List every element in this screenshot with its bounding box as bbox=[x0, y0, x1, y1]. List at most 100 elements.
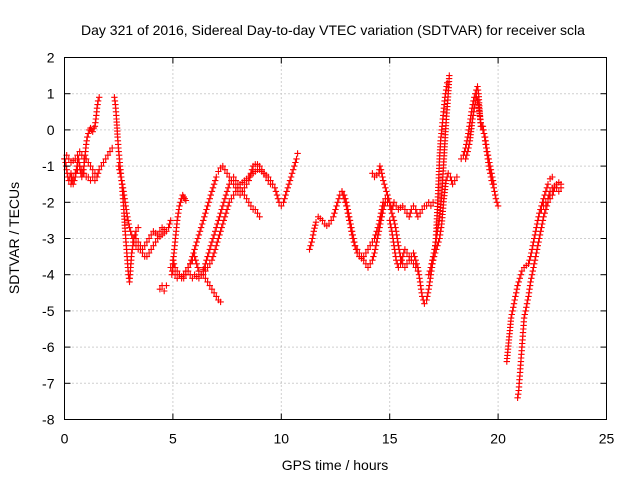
data-point bbox=[230, 173, 237, 181]
data-point bbox=[290, 166, 297, 173]
data-point bbox=[118, 177, 125, 184]
data-point bbox=[520, 314, 528, 322]
data-point bbox=[241, 191, 248, 199]
data-point bbox=[194, 235, 201, 242]
data-point bbox=[106, 148, 114, 155]
data-point bbox=[325, 220, 333, 228]
data-point bbox=[426, 278, 433, 286]
data-point bbox=[267, 177, 274, 184]
data-point bbox=[426, 267, 433, 275]
data-point bbox=[334, 199, 341, 206]
data-point bbox=[349, 235, 356, 242]
data-point bbox=[393, 202, 400, 210]
data-point bbox=[386, 217, 393, 224]
data-point bbox=[376, 224, 383, 231]
data-point bbox=[171, 264, 179, 271]
data-point bbox=[232, 177, 239, 184]
data-point bbox=[288, 170, 296, 177]
data-point bbox=[139, 246, 146, 253]
data-point bbox=[286, 177, 294, 184]
data-point bbox=[377, 217, 385, 224]
data-point bbox=[156, 286, 164, 293]
data-point bbox=[230, 191, 237, 199]
data-point bbox=[217, 228, 224, 235]
data-point bbox=[218, 224, 225, 231]
data-point bbox=[527, 278, 534, 286]
ticks-layer: 0 5 10 15 20 25 -8 -7 -6 -5 -4 -3 -2 -1 0 1 2 bbox=[42, 50, 614, 447]
y-tick-label: -6 bbox=[42, 339, 55, 355]
data-point bbox=[152, 238, 159, 246]
data-point bbox=[143, 253, 151, 260]
data-point bbox=[228, 195, 235, 202]
data-point bbox=[488, 170, 495, 177]
data-point bbox=[306, 246, 313, 253]
data-point bbox=[206, 246, 213, 253]
data-point bbox=[343, 206, 351, 213]
data-point bbox=[536, 235, 543, 242]
data-point bbox=[377, 166, 385, 173]
data-point bbox=[444, 79, 451, 86]
data-point bbox=[406, 213, 413, 220]
data-point bbox=[70, 173, 77, 181]
data-point bbox=[126, 224, 133, 231]
grid-layer bbox=[64, 57, 607, 420]
chart-title: Day 321 of 2016, Sidereal Day-to-day VTE… bbox=[81, 22, 585, 38]
data-point bbox=[178, 275, 185, 282]
data-point bbox=[182, 267, 190, 275]
data-point bbox=[390, 242, 398, 249]
data-point bbox=[537, 228, 544, 235]
data-point bbox=[87, 162, 94, 170]
data-point bbox=[381, 202, 388, 210]
data-point bbox=[367, 260, 374, 267]
data-point bbox=[522, 307, 529, 315]
data-point bbox=[513, 289, 520, 296]
data-point bbox=[120, 191, 128, 199]
data-point bbox=[534, 242, 541, 249]
data-point bbox=[492, 195, 500, 202]
data-point bbox=[85, 159, 92, 166]
data-point bbox=[119, 181, 126, 188]
data-point bbox=[401, 264, 409, 271]
data-point bbox=[127, 228, 134, 235]
data-point bbox=[473, 94, 480, 101]
data-point bbox=[93, 105, 101, 112]
data-point bbox=[208, 286, 216, 293]
data-point bbox=[429, 253, 437, 260]
data-point bbox=[293, 155, 300, 163]
data-point bbox=[292, 159, 299, 166]
data-point bbox=[545, 191, 553, 199]
data-point bbox=[387, 224, 395, 231]
data-point bbox=[85, 130, 92, 137]
data-point bbox=[371, 249, 378, 257]
data-point bbox=[219, 202, 226, 210]
data-point bbox=[94, 97, 102, 105]
data-point bbox=[528, 275, 535, 282]
data-point bbox=[375, 228, 383, 235]
data-point bbox=[403, 260, 411, 267]
data-point bbox=[243, 195, 250, 202]
data-point bbox=[163, 282, 170, 289]
data-point bbox=[474, 86, 482, 94]
data-point bbox=[219, 220, 226, 228]
data-point bbox=[177, 199, 184, 206]
data-point bbox=[387, 220, 394, 228]
data-point bbox=[347, 224, 354, 231]
data-point bbox=[465, 144, 472, 152]
data-point bbox=[414, 267, 422, 275]
data-point bbox=[424, 293, 431, 300]
data-point bbox=[319, 217, 326, 224]
data-point bbox=[471, 105, 478, 112]
y-axis-label: SDTVAR / TECUs bbox=[6, 182, 22, 294]
data-point bbox=[411, 253, 418, 260]
data-point bbox=[478, 123, 485, 130]
data-point bbox=[89, 128, 96, 135]
data-point bbox=[463, 152, 470, 159]
data-point bbox=[132, 235, 140, 242]
data-point bbox=[399, 253, 406, 260]
y-tick-label: -2 bbox=[42, 194, 55, 210]
marks-layer bbox=[61, 72, 565, 401]
data-point bbox=[203, 257, 210, 264]
data-point bbox=[489, 173, 496, 181]
